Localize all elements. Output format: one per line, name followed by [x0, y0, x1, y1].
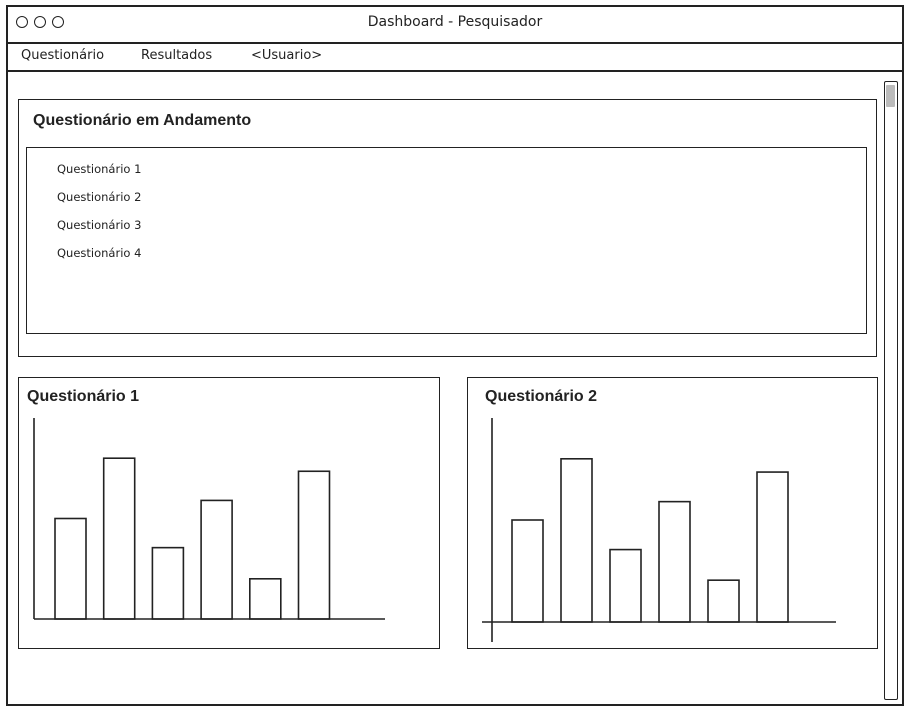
list-item[interactable]: Questionário 4	[57, 246, 142, 260]
chart-bar	[151, 546, 185, 620]
questionnaire-list: Questionário 1 Questionário 2 Questionár…	[26, 147, 867, 334]
chart-bar	[511, 519, 544, 623]
close-icon[interactable]	[16, 16, 28, 28]
chart-bar	[658, 500, 691, 623]
chart-bar	[200, 499, 233, 620]
menu-item-resultados[interactable]: Resultados	[141, 48, 213, 63]
maximize-icon[interactable]	[52, 16, 64, 28]
chart-title: Questionário 2	[485, 388, 598, 405]
chart-bar	[756, 471, 789, 623]
chart-panel-questionario-1: Questionário 1	[18, 377, 440, 649]
menu-item-questionario[interactable]: Questionário	[21, 48, 105, 63]
in-progress-title: Questionário em Andamento	[33, 112, 252, 129]
app-window: Dashboard - Pesquisador Questionário Res…	[6, 5, 904, 706]
list-item[interactable]: Questionário 1	[57, 162, 142, 176]
chart-bar	[249, 578, 282, 620]
chart-title: Questionário 1	[27, 388, 140, 405]
chart-bar	[560, 458, 593, 623]
window-controls	[16, 16, 64, 28]
chart-bar	[54, 517, 87, 620]
bar-chart	[33, 418, 385, 620]
title-bar: Dashboard - Pesquisador	[8, 7, 902, 44]
window-title: Dashboard - Pesquisador	[367, 14, 543, 30]
chart-bar	[102, 457, 136, 620]
bar-chart	[482, 418, 836, 642]
chart-panel-questionario-2: Questionário 2	[467, 377, 878, 649]
chart-bar	[707, 579, 740, 623]
menu-bar: Questionário Resultados <Usuario>	[8, 44, 902, 72]
vertical-scrollbar[interactable]	[884, 81, 898, 700]
chart-bar	[297, 470, 331, 620]
minimize-icon[interactable]	[34, 16, 46, 28]
in-progress-panel: Questionário em Andamento Questionário 1…	[18, 99, 877, 357]
list-item[interactable]: Questionário 3	[57, 218, 142, 232]
menu-item-usuario[interactable]: <Usuario>	[251, 48, 323, 63]
scrollbar-thumb[interactable]	[886, 85, 895, 107]
chart-bar	[609, 548, 642, 623]
list-item[interactable]: Questionário 2	[57, 190, 142, 204]
